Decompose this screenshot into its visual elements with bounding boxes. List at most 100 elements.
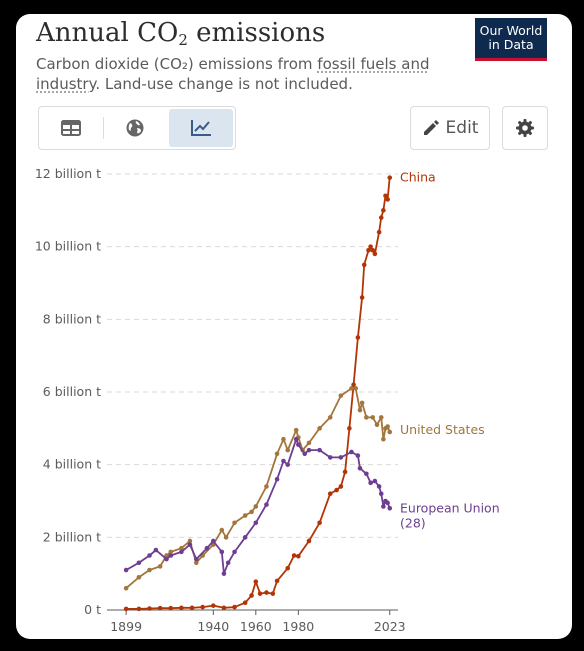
data-point-united-states <box>385 424 390 429</box>
data-point-united-states <box>157 564 163 569</box>
data-point-china <box>221 605 227 611</box>
data-point-china <box>264 590 269 595</box>
data-point-china <box>257 591 263 596</box>
data-point-european-union-28 <box>204 545 210 551</box>
series-line-united-states <box>125 387 391 589</box>
data-point-european-union-28 <box>193 556 199 562</box>
data-point-china <box>342 469 348 475</box>
data-point-united-states <box>338 393 344 398</box>
data-point-united-states <box>253 504 259 509</box>
data-point-china <box>383 193 388 199</box>
title-subscript: 2 <box>178 31 188 49</box>
data-point-china <box>291 553 297 558</box>
data-point-united-states <box>357 407 363 413</box>
data-point-european-union-28 <box>355 453 361 458</box>
series-label-united-states: United States <box>400 422 485 437</box>
edit-button[interactable]: Edit <box>410 106 490 150</box>
data-point-european-union-28 <box>381 504 386 509</box>
tab-map[interactable] <box>103 107 167 149</box>
title-text: Annual CO <box>36 18 179 48</box>
data-point-united-states <box>193 560 199 566</box>
data-point-european-union-28 <box>368 480 373 486</box>
data-point-china <box>338 484 344 489</box>
data-point-european-union-28 <box>302 451 308 457</box>
data-point-china <box>370 248 376 253</box>
data-point-china <box>249 593 254 598</box>
data-point-european-union-28 <box>164 556 169 562</box>
data-point-european-union-28 <box>364 471 369 477</box>
data-point-united-states <box>168 549 174 555</box>
data-point-china <box>157 605 163 611</box>
data-point-united-states <box>164 553 169 558</box>
x-tick-label: 1899 <box>110 619 142 634</box>
logo-line-2: in Data <box>488 37 534 52</box>
series-label-european-union-28: (28) <box>400 515 426 530</box>
chart-subtitle: Carbon dioxide (CO₂) emissions from foss… <box>36 54 466 94</box>
subtitle-link[interactable]: fossil fuels and industry <box>36 55 430 93</box>
data-point-china <box>253 579 259 584</box>
data-point-china <box>242 600 248 606</box>
data-point-european-union-28 <box>219 549 225 555</box>
data-point-european-union-28 <box>285 462 291 467</box>
y-tick-label: 0 t <box>84 602 101 617</box>
data-point-european-union-28 <box>274 476 280 482</box>
data-point-european-union-28 <box>232 549 237 555</box>
data-point-united-states <box>187 538 193 544</box>
series-label-european-union-28: European Union <box>400 500 500 515</box>
chart-card: Annual CO2 emissions Carbon dioxide (CO₂… <box>16 14 572 639</box>
y-tick-label: 10 billion t <box>35 239 101 254</box>
data-point-european-union-28 <box>385 500 390 506</box>
data-point-united-states <box>147 567 152 573</box>
x-tick-label: 1960 <box>240 619 272 634</box>
data-point-united-states <box>274 451 280 457</box>
data-point-united-states <box>327 415 333 420</box>
tab-chart[interactable] <box>169 109 233 147</box>
tab-table[interactable] <box>39 107 103 149</box>
data-point-china <box>366 248 371 253</box>
data-point-china <box>368 244 373 249</box>
edit-label: Edit <box>445 118 479 138</box>
data-point-european-union-28 <box>376 484 382 489</box>
data-point-china <box>381 208 386 213</box>
data-point-china <box>179 605 184 611</box>
x-tick-label: 2023 <box>374 619 406 634</box>
data-point-european-union-28 <box>123 567 129 573</box>
data-point-china <box>351 382 356 388</box>
view-tabs <box>38 106 236 150</box>
data-point-china <box>376 229 382 235</box>
data-point-european-union-28 <box>357 466 363 471</box>
data-point-european-union-28 <box>168 553 174 558</box>
data-point-china <box>385 197 390 202</box>
data-point-united-states <box>293 427 299 433</box>
data-point-united-states <box>349 386 354 391</box>
data-point-united-states <box>317 426 322 431</box>
data-point-european-union-28 <box>221 571 227 576</box>
data-point-united-states <box>374 422 380 428</box>
data-point-china <box>200 604 205 610</box>
data-point-china <box>306 538 312 544</box>
data-point-united-states <box>123 585 129 591</box>
data-point-european-union-28 <box>296 442 301 447</box>
y-tick-label: 6 billion t <box>43 384 101 399</box>
title-tail: emissions <box>187 18 326 48</box>
data-point-united-states <box>223 535 229 540</box>
data-point-united-states <box>264 484 269 489</box>
data-point-european-union-28 <box>378 491 384 497</box>
data-point-european-union-28 <box>264 502 269 507</box>
data-point-united-states <box>281 436 286 442</box>
y-tick-label: 8 billion t <box>43 311 101 326</box>
data-point-united-states <box>353 386 359 391</box>
data-point-european-union-28 <box>281 458 286 464</box>
data-point-european-union-28 <box>147 553 152 558</box>
settings-button[interactable] <box>502 106 548 150</box>
data-point-china <box>168 605 174 611</box>
data-point-european-union-28 <box>225 560 231 566</box>
data-point-china <box>387 175 393 180</box>
data-point-european-union-28 <box>242 535 248 540</box>
data-point-china <box>210 603 216 608</box>
data-point-united-states <box>136 575 142 580</box>
data-point-european-union-28 <box>306 447 312 453</box>
owid-logo[interactable]: Our World in Data <box>475 18 547 61</box>
data-point-china <box>359 295 365 300</box>
chart-title: Annual CO2 emissions <box>36 18 325 49</box>
